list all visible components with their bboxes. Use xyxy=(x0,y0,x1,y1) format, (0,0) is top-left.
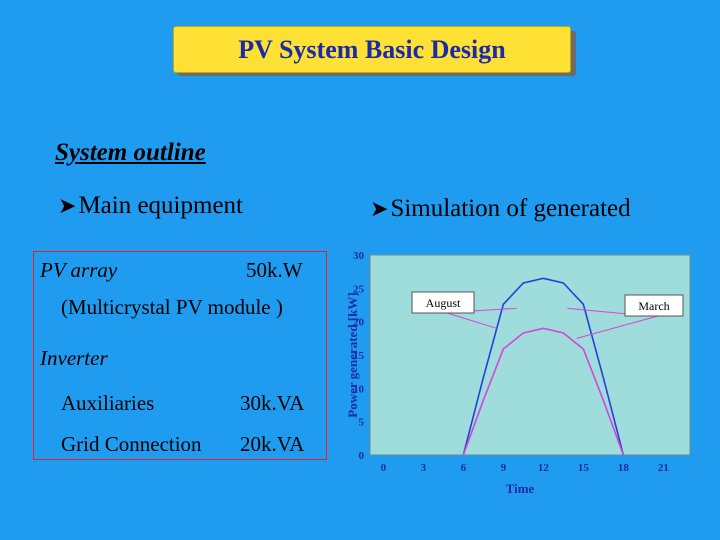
y-axis-label: Power generated [kW] xyxy=(345,292,360,417)
bullet-main-equipment-text: Main equipment xyxy=(78,192,243,219)
y-axis: 0 5 10 15 20 25 30 xyxy=(353,250,365,462)
pv-module-text: (Multicrystal PV module ) xyxy=(61,295,283,319)
power-chart: 0 5 10 15 20 25 30 0 3 6 9 12 15 18 21 Power generate… xyxy=(345,250,691,496)
x-tick-label: 9 xyxy=(501,462,507,474)
callout-box xyxy=(624,294,684,317)
callout-label-march: March xyxy=(638,299,669,313)
x-tick-label: 18 xyxy=(618,462,630,474)
grid-connection-label: Grid Connection xyxy=(61,432,202,456)
x-tick-label: 6 xyxy=(461,462,467,474)
y-tick-label: 25 xyxy=(353,283,365,295)
y-tick-label: 30 xyxy=(353,250,365,262)
auxiliaries-value: 30k.VA xyxy=(240,391,305,415)
series-lines xyxy=(462,277,625,456)
x-tick-label: 21 xyxy=(658,462,669,474)
y-tick-label: 20 xyxy=(353,317,365,329)
page-title: PV System Basic Design xyxy=(173,26,571,73)
x-tick-label: 15 xyxy=(578,462,590,474)
y-tick-label: 5 xyxy=(359,417,365,429)
callout-leader-line xyxy=(446,312,497,329)
series-callouts: August March xyxy=(411,291,684,339)
x-tick-label: 12 xyxy=(538,462,550,474)
callout-leader-line xyxy=(576,315,659,339)
bullet-simulation: ➤Simulation of generated xyxy=(370,195,631,223)
inverter-label: Inverter xyxy=(40,346,108,370)
x-axis-label: Time xyxy=(506,481,535,496)
y-tick-label: 0 xyxy=(359,450,365,462)
x-axis: 0 3 6 9 12 15 18 21 xyxy=(381,462,669,474)
x-tick-label: 3 xyxy=(421,462,427,474)
series-line-august xyxy=(462,277,625,456)
series-line-march xyxy=(462,327,625,456)
equipment-panel: PV array 50k.W (Multicrystal PV module )… xyxy=(33,251,327,460)
y-tick-label: 10 xyxy=(353,383,365,395)
pv-array-label: PV array xyxy=(40,258,118,282)
y-tick-label: 15 xyxy=(353,350,365,362)
arrow-bullet-icon: ➤ xyxy=(58,193,77,218)
x-tick-label: 0 xyxy=(381,462,387,474)
bullet-simulation-text: Simulation of generated xyxy=(390,195,631,222)
arrow-bullet-icon: ➤ xyxy=(370,196,389,221)
grid-connection-value: 20k.VA xyxy=(240,432,305,456)
callout-box xyxy=(411,291,475,314)
auxiliaries-label: Auxiliaries xyxy=(61,391,155,415)
pv-array-value: 50k.W xyxy=(246,258,303,282)
callout-label-august: August xyxy=(426,296,461,310)
section-heading: System outline xyxy=(55,139,206,166)
bullet-main-equipment: ➤Main equipment xyxy=(58,192,243,220)
plot-area xyxy=(369,254,691,456)
